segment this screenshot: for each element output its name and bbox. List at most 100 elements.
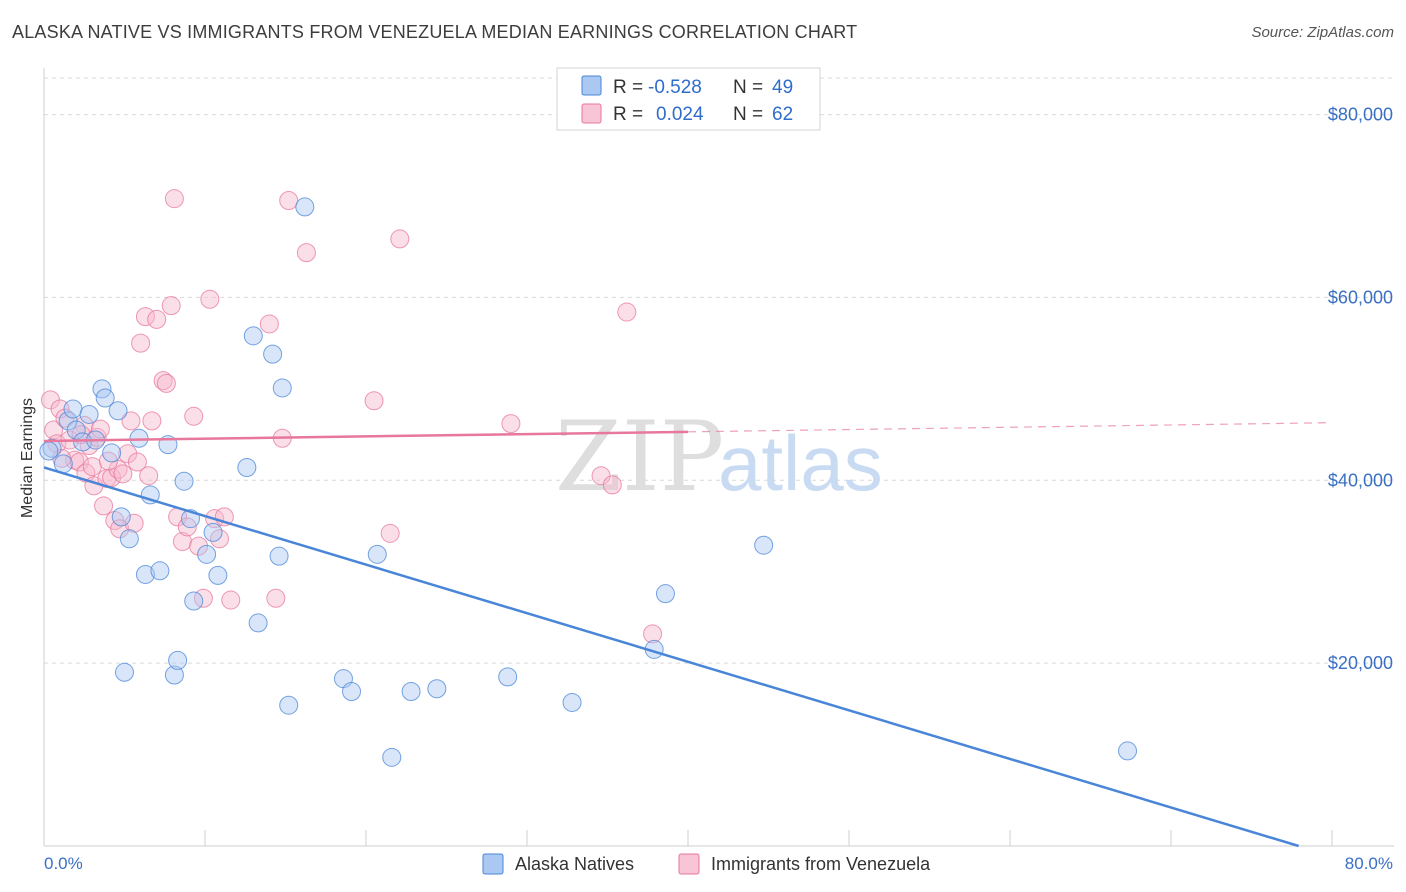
x-tick-label-min: 0.0% — [44, 854, 83, 873]
trend-line-venezuela — [43, 430, 689, 443]
trend-line-extension-venezuela — [687, 422, 1333, 433]
venezuela-point — [90, 419, 110, 439]
alaska-point — [1118, 741, 1138, 761]
alaska-point — [208, 565, 228, 585]
venezuela-point — [113, 464, 133, 484]
venezuela-point — [602, 475, 622, 495]
legend-swatch-venezuela — [581, 103, 602, 124]
alaska-point — [111, 507, 131, 527]
y-tick-label: $60,000 — [1328, 287, 1393, 307]
trend-lines — [43, 422, 1333, 848]
alaska-point — [367, 544, 387, 564]
bottom-legend-swatch-alaska — [482, 853, 504, 875]
alaska-point — [382, 747, 402, 767]
alaska-point — [174, 471, 194, 491]
y-axis-label: Median Earnings — [19, 398, 36, 518]
alaska-point — [263, 344, 283, 364]
bottom-legend-label-venezuela: Immigrants from Venezuela — [711, 854, 931, 874]
venezuela-point — [200, 289, 220, 309]
alaska-point — [279, 695, 299, 715]
alaska-point — [295, 197, 315, 217]
x-tick-marks — [43, 830, 1333, 846]
alaska-point — [562, 692, 582, 712]
alaska-point — [135, 564, 155, 584]
venezuela-point — [94, 496, 114, 516]
alaska-point — [269, 546, 289, 566]
alaska-point — [39, 441, 59, 461]
venezuela-point — [135, 307, 155, 327]
legend-n-value-alaska: 49 — [772, 77, 793, 98]
alaska-point — [655, 584, 675, 604]
venezuela-point — [390, 229, 410, 249]
alaska-point — [272, 378, 292, 398]
venezuela-point — [172, 532, 192, 552]
alaska-point — [237, 457, 257, 477]
venezuela-point — [296, 243, 316, 263]
alaska-point — [498, 667, 518, 687]
alaska-point — [248, 613, 268, 633]
source-label: Source: ZipAtlas.com — [1251, 24, 1394, 41]
venezuela-point — [147, 309, 167, 329]
venezuela-point — [617, 302, 637, 322]
legend-r-value-alaska: -0.528 — [648, 77, 702, 98]
legend-n-label-venezuela: N = — [733, 104, 763, 125]
venezuela-point — [189, 536, 209, 556]
alaska-point — [129, 428, 149, 448]
venezuela-point — [501, 414, 521, 434]
venezuela-point — [121, 411, 141, 431]
venezuela-point — [82, 457, 102, 477]
venezuela-point — [161, 296, 181, 316]
y-tick-labels: $20,000 $40,000 $60,000 $80,000 — [1328, 105, 1393, 674]
alaska-point — [427, 679, 447, 699]
venezuela-point — [110, 519, 130, 539]
series-alaska-points — [39, 197, 1138, 767]
watermark-zip: ZIP — [555, 401, 724, 513]
alaska-point — [119, 529, 139, 549]
legend-r-label-alaska: R = — [613, 77, 643, 98]
chart-title: ALASKA NATIVE VS IMMIGRANTS FROM VENEZUE… — [12, 22, 858, 42]
alaska-point — [63, 399, 83, 419]
watermark: ZIP atlas — [555, 401, 883, 513]
legend-n-label-alaska: N = — [733, 77, 763, 98]
venezuela-point — [221, 590, 241, 610]
venezuela-point — [139, 466, 159, 486]
axes — [43, 68, 1394, 847]
alaska-point — [243, 326, 263, 346]
venezuela-point — [118, 444, 138, 464]
venezuela-point — [156, 373, 176, 393]
venezuela-point — [131, 333, 151, 353]
alaska-point — [42, 438, 62, 458]
alaska-point — [754, 535, 774, 555]
legend-r-label-venezuela: R = — [613, 104, 643, 125]
venezuela-point — [364, 391, 384, 411]
watermark-atlas: atlas — [718, 419, 883, 507]
grid-lines — [44, 77, 1394, 664]
top-legend: R = -0.528 N = 49 R = 0.024 N = 62 — [556, 67, 821, 131]
alaska-point — [66, 420, 86, 440]
trend-line-alaska — [43, 466, 1300, 848]
bottom-legend-swatch-venezuela — [678, 853, 700, 875]
venezuela-point — [153, 371, 173, 391]
alaska-point — [79, 404, 99, 424]
venezuela-point — [142, 411, 162, 431]
y-tick-label: $20,000 — [1328, 653, 1393, 673]
series-venezuela-points — [40, 189, 663, 644]
alaska-point — [150, 561, 170, 581]
alaska-point — [184, 591, 204, 611]
alaska-point — [164, 665, 184, 685]
alaska-point — [115, 662, 134, 682]
alaska-point — [102, 443, 122, 463]
alaska-point — [203, 522, 223, 542]
venezuela-point — [643, 624, 663, 644]
alaska-point — [95, 388, 115, 408]
y-tick-label: $80,000 — [1328, 105, 1393, 125]
legend-r-value-venezuela: 0.024 — [656, 104, 704, 125]
venezuela-point — [266, 588, 286, 608]
alaska-point — [108, 401, 128, 421]
alaska-point — [197, 544, 217, 564]
alaska-point — [168, 650, 188, 670]
venezuela-point — [164, 189, 184, 209]
legend-n-value-venezuela: 62 — [772, 104, 793, 125]
alaska-point — [401, 681, 421, 701]
